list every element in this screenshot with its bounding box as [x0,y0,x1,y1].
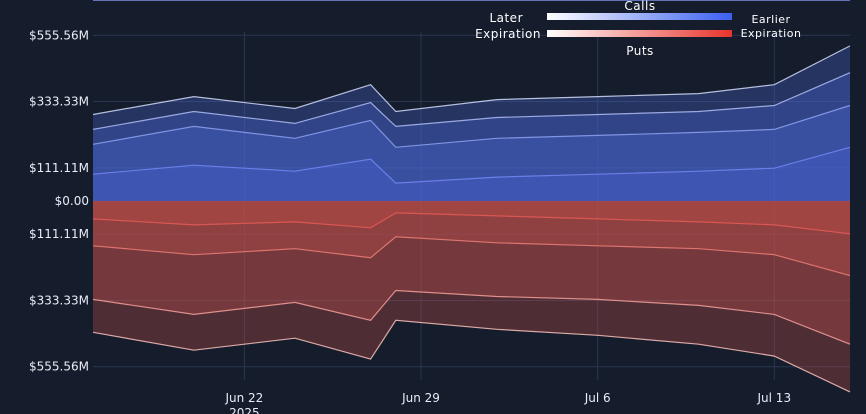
y-tick-label: $111.11M [29,227,89,241]
legend-right-label-earlier: Earlier [751,13,790,26]
series-line-puts [92,289,851,345]
legend-puts-title: Puts [626,44,654,58]
series-area-puts [93,201,850,345]
y-tick-label: $333.33M [29,95,89,109]
x-tick-label: Jul 13 [757,391,792,405]
y-tick-label: $555.56M [29,360,89,374]
legend-left-label-later: Later [489,11,523,25]
series-line-calls [92,146,851,184]
legend-right-label-expiration: Expiration [741,27,802,40]
series-line-puts [92,319,851,393]
y-tick-label: $555.56M [29,28,89,42]
y-tick-label: $0.00 [55,194,89,208]
x-tick-label: Jul 6 [584,391,611,405]
series-line-puts [92,236,851,277]
x-tick-label: Jun 22 [224,391,263,405]
legend-puts-gradient-bar [547,30,732,37]
series-area-puts [93,201,850,276]
series-line-calls [92,104,851,148]
y-axis-ticks: $555.56M $333.33M $111.11M $0.00 $111.11M $33… [29,28,89,373]
series-area-calls [93,72,850,201]
y-tick-label: $111.11M [29,161,89,175]
legend-calls-gradient-bar [547,13,732,20]
series-area-puts [93,201,850,234]
series-area-calls [93,105,850,201]
x-tick-label: Jun 29 [401,391,440,405]
series-line-calls [92,45,851,116]
series-areas [92,45,851,393]
y-tick-label: $333.33M [29,293,89,307]
series-area-calls [93,147,850,201]
series-area-puts [93,201,850,392]
legend-calls-title: Calls [624,0,655,13]
x-tick-sublabel: 2025 [229,406,260,414]
series-line-calls [92,72,851,130]
legend: Calls Later Earlier Expiration Expiratio… [475,0,801,58]
legend-left-label-expiration: Expiration [475,27,541,41]
series-area-calls [93,45,850,202]
grid-lines [93,32,850,380]
series-line-puts [92,212,851,235]
